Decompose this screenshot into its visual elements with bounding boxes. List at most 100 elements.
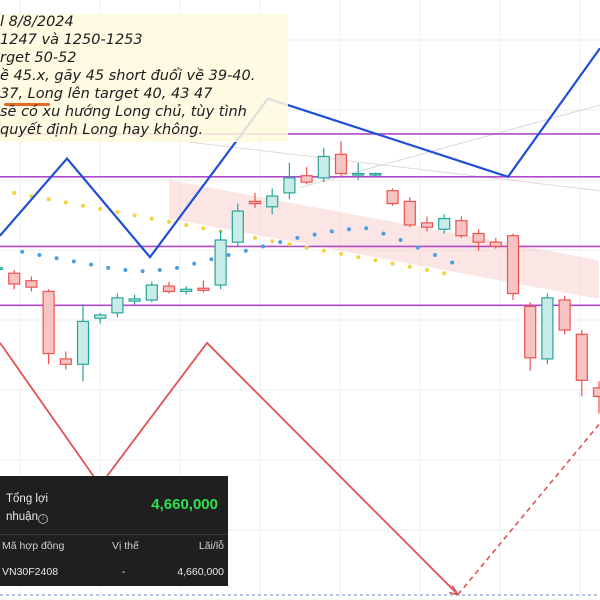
candle bbox=[403, 197, 416, 228]
candle-body bbox=[145, 284, 158, 301]
candle bbox=[0, 267, 4, 270]
candle bbox=[94, 312, 107, 324]
candle-body bbox=[420, 222, 434, 228]
candle-body bbox=[162, 285, 176, 293]
candle bbox=[334, 141, 348, 176]
cloud-area bbox=[169, 180, 599, 299]
candle-body bbox=[197, 287, 210, 291]
candle bbox=[369, 172, 382, 177]
candle bbox=[386, 188, 399, 206]
candle-body bbox=[231, 210, 244, 243]
candle-body bbox=[180, 288, 193, 293]
candle bbox=[317, 147, 330, 183]
candle-body bbox=[42, 290, 55, 355]
candle bbox=[111, 293, 124, 318]
sar-dot-above bbox=[132, 213, 137, 218]
cell-pnl: 4,660,000 bbox=[177, 566, 224, 578]
candle-body bbox=[438, 217, 451, 230]
sar-dot-below bbox=[226, 253, 231, 257]
candle bbox=[352, 162, 365, 180]
sar-dot-above bbox=[373, 258, 378, 263]
sar-dot-above bbox=[98, 206, 103, 211]
candle-body bbox=[128, 298, 141, 302]
sar-dot-below bbox=[415, 245, 420, 250]
sar-dot-above bbox=[184, 223, 189, 227]
candle-body bbox=[334, 153, 348, 175]
candle bbox=[420, 216, 434, 232]
candle bbox=[42, 289, 55, 365]
candle bbox=[266, 188, 279, 215]
analysis-note: l 8/8/2024 1247 và 1250-1253 rget 50-52 … bbox=[0, 14, 288, 142]
candle bbox=[248, 192, 262, 208]
sar-dot-below bbox=[20, 249, 25, 254]
candle bbox=[8, 270, 21, 290]
ichimoku-cloud bbox=[169, 180, 599, 299]
sar-dot-below bbox=[140, 269, 145, 274]
info-icon[interactable]: i bbox=[38, 514, 48, 524]
sar-dot-above bbox=[12, 190, 17, 195]
note-line: ề 45.x, gãy 45 short đuổi về 39-40. bbox=[0, 68, 256, 84]
candle-body bbox=[575, 333, 588, 381]
candle bbox=[524, 302, 537, 371]
sar-dot-below bbox=[329, 229, 334, 234]
candle-body bbox=[403, 200, 416, 226]
sar-dot-below bbox=[450, 260, 455, 265]
total-profit-row: Tổng lợi nhuận i 4,660,000 bbox=[0, 480, 228, 532]
candle bbox=[558, 295, 571, 335]
candle bbox=[472, 229, 485, 251]
candle bbox=[438, 214, 451, 234]
sar-dot-above bbox=[442, 271, 447, 276]
trend-line bbox=[119, 133, 600, 192]
sar-dot-above bbox=[115, 210, 120, 215]
candle-body bbox=[59, 358, 72, 365]
candle bbox=[145, 281, 158, 303]
candle bbox=[128, 294, 141, 305]
candle bbox=[214, 230, 227, 290]
candle-body bbox=[266, 195, 279, 208]
candle-body bbox=[472, 232, 485, 243]
candle bbox=[59, 351, 72, 370]
candle bbox=[197, 280, 210, 293]
sar-dot-below bbox=[37, 253, 42, 257]
sar-dot-above bbox=[201, 226, 206, 231]
sar-dot-below bbox=[433, 253, 437, 257]
sar-dot-below bbox=[175, 265, 179, 270]
sar-dot-above bbox=[287, 242, 292, 247]
candle-body bbox=[369, 172, 382, 176]
sar-dot-below bbox=[106, 265, 111, 270]
sar-dot-below bbox=[89, 262, 93, 267]
candle bbox=[506, 233, 520, 300]
sar-dot-above bbox=[270, 239, 275, 244]
sar-dot-above bbox=[425, 268, 429, 272]
candle bbox=[300, 167, 313, 185]
header-position: Vị thế bbox=[112, 540, 139, 552]
candle bbox=[180, 286, 193, 295]
candle-body bbox=[317, 155, 330, 179]
sar-dot-above bbox=[63, 200, 68, 205]
sar-dot-above bbox=[149, 216, 154, 221]
candle-body bbox=[558, 299, 571, 331]
parabolic-sar-dots bbox=[12, 190, 455, 276]
candle bbox=[231, 203, 244, 247]
sar-dot-above bbox=[81, 203, 85, 208]
sar-dot-above bbox=[321, 248, 326, 253]
sar-dot-below bbox=[347, 227, 351, 232]
candle bbox=[25, 276, 38, 292]
candle-body bbox=[214, 239, 227, 286]
note-line: 37, Long lên target 40, 43 47 bbox=[0, 86, 213, 102]
candle-body bbox=[455, 220, 468, 237]
candle-body bbox=[25, 280, 38, 288]
candle bbox=[283, 162, 296, 200]
candle-body bbox=[0, 267, 4, 270]
candle-body bbox=[76, 320, 90, 365]
total-profit-label: Tổng lợi nhuận bbox=[6, 493, 49, 523]
sar-dot-below bbox=[243, 248, 248, 253]
candle bbox=[592, 381, 600, 414]
candle bbox=[76, 304, 90, 382]
candle-body bbox=[541, 297, 554, 360]
sar-dot-below bbox=[398, 238, 403, 242]
sar-dot-above bbox=[253, 235, 257, 240]
note-line: quyết định Long hay không. bbox=[0, 122, 204, 138]
sar-dot-above bbox=[46, 197, 51, 202]
candle-body bbox=[283, 177, 296, 194]
